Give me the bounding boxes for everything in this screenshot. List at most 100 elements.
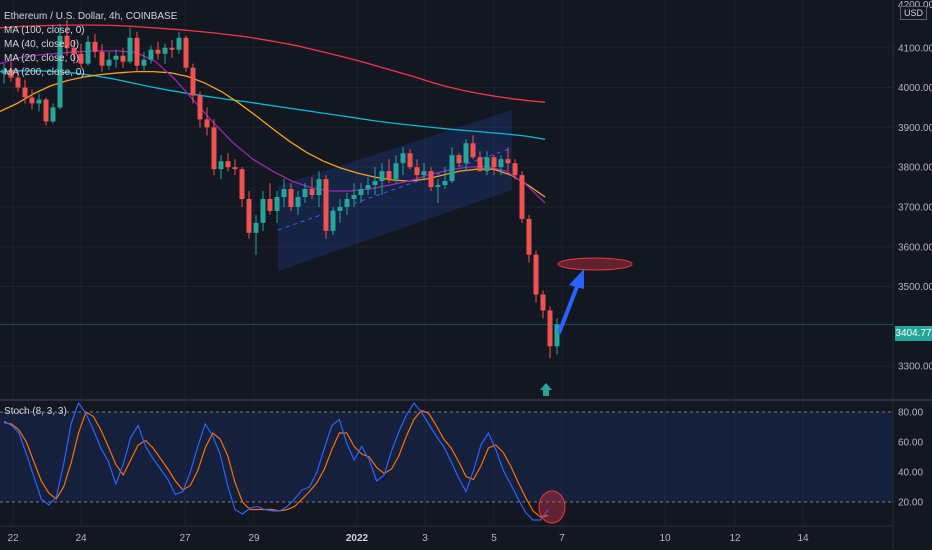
price-tick-label: 3800.00 bbox=[898, 163, 932, 174]
legend-ma-40[interactable]: MA (40, close, 0) bbox=[4, 39, 80, 50]
candle-body bbox=[141, 59, 147, 66]
candle-body bbox=[183, 37, 189, 68]
time-tick-label: 5 bbox=[491, 533, 497, 544]
candle-body bbox=[225, 161, 231, 168]
candle-body bbox=[106, 59, 112, 66]
candle-body bbox=[246, 199, 252, 233]
candle-body bbox=[92, 41, 98, 52]
price-channel bbox=[278, 110, 512, 271]
legend-ma-20[interactable]: MA (20, close, 0) bbox=[4, 53, 80, 64]
candle-body bbox=[197, 95, 203, 120]
price-tick-label: 3500.00 bbox=[898, 282, 932, 293]
price-tick-label: 4100.00 bbox=[898, 43, 932, 54]
stoch-tick-label: 80.00 bbox=[898, 408, 923, 419]
candle-body bbox=[260, 199, 266, 223]
price-tick-label: 4000.00 bbox=[898, 83, 932, 94]
time-tick-label: 27 bbox=[179, 533, 191, 544]
candle-body bbox=[281, 189, 287, 198]
time-tick-label: 14 bbox=[797, 533, 809, 544]
candle-body bbox=[407, 153, 413, 168]
candle-body bbox=[393, 163, 399, 180]
candle-body bbox=[71, 47, 77, 54]
candle-body bbox=[78, 53, 84, 64]
candle-body bbox=[15, 77, 21, 88]
candle-body bbox=[274, 197, 280, 211]
candle-body bbox=[463, 143, 469, 164]
candle-body bbox=[358, 189, 364, 196]
ma-line bbox=[0, 24, 546, 103]
candle-body bbox=[351, 195, 357, 199]
candle-body bbox=[211, 127, 217, 170]
chart-legend: Ethereum / U.S. Dollar, 4h, COINBASE MA … bbox=[4, 10, 177, 80]
candle-body bbox=[456, 155, 462, 164]
candle-body bbox=[442, 181, 448, 186]
candle-body bbox=[190, 67, 196, 96]
candle-body bbox=[547, 310, 553, 347]
candle-body bbox=[99, 51, 105, 66]
candle-body bbox=[540, 294, 546, 311]
price-tick-label: 3600.00 bbox=[898, 242, 932, 253]
candle-body bbox=[232, 167, 238, 170]
stoch-legend[interactable]: Stoch (8, 3, 3) bbox=[4, 406, 67, 417]
target-arrow-shaft bbox=[557, 283, 580, 334]
legend-ma-100[interactable]: MA (100, close, 0) bbox=[4, 25, 85, 36]
stoch-tick-label: 20.00 bbox=[898, 498, 923, 509]
candle-body bbox=[50, 107, 56, 122]
candle-body bbox=[386, 171, 392, 180]
candle-body bbox=[435, 185, 441, 188]
stoch-d-line bbox=[3, 409, 549, 518]
candle-body bbox=[64, 35, 70, 48]
time-tick-label: 2022 bbox=[346, 533, 369, 544]
candle-body bbox=[512, 163, 518, 176]
time-tick-label: 3 bbox=[422, 533, 428, 544]
candle-body bbox=[134, 37, 140, 66]
time-tick-label: 24 bbox=[75, 533, 87, 544]
candle-body bbox=[330, 210, 336, 231]
channel-midline bbox=[277, 147, 513, 231]
candle-body bbox=[428, 171, 434, 188]
price-tick-label: 3900.00 bbox=[898, 123, 932, 134]
candle-body bbox=[505, 159, 511, 164]
candle-body bbox=[316, 179, 322, 196]
candle-body bbox=[302, 189, 308, 198]
candle-body bbox=[1, 69, 7, 74]
candle-body bbox=[533, 254, 539, 295]
candle-body bbox=[309, 189, 315, 196]
candle-body bbox=[449, 155, 455, 182]
candle-body bbox=[8, 69, 14, 78]
time-tick-label: 22 bbox=[7, 533, 19, 544]
candle-body bbox=[484, 157, 490, 172]
candle-body bbox=[365, 185, 371, 190]
candle-body bbox=[344, 199, 350, 207]
candle-body bbox=[155, 49, 161, 54]
candle-body bbox=[323, 179, 329, 231]
candle-body bbox=[218, 161, 224, 170]
candle-body bbox=[491, 157, 497, 168]
currency-badge[interactable]: USD bbox=[900, 6, 928, 20]
time-tick-label: 12 bbox=[729, 533, 741, 544]
stoch-tick-label: 40.00 bbox=[898, 468, 923, 479]
candle-body bbox=[519, 175, 525, 219]
candle-body bbox=[288, 189, 294, 207]
candle-body bbox=[239, 169, 245, 199]
buy-signal-arrow bbox=[540, 383, 552, 390]
time-tick-label: 29 bbox=[248, 533, 260, 544]
stoch-k-line bbox=[3, 401, 549, 521]
chart-title: Ethereum / U.S. Dollar, 4h, COINBASE bbox=[4, 11, 178, 22]
candle-body bbox=[267, 199, 273, 211]
candle-body bbox=[554, 324, 560, 347]
candle-body bbox=[379, 171, 385, 182]
stoch-band bbox=[0, 412, 893, 502]
stoch-tick-label: 60.00 bbox=[898, 438, 923, 449]
candle-body bbox=[36, 99, 42, 104]
candle-body bbox=[57, 35, 63, 108]
target-ellipse bbox=[557, 257, 633, 271]
legend-ma-200[interactable]: MA (200, close, 0) bbox=[4, 67, 85, 78]
candle-body bbox=[162, 47, 168, 54]
candle-body bbox=[113, 55, 119, 60]
candle-body bbox=[470, 143, 476, 158]
oversold-circle bbox=[538, 490, 566, 524]
last-price-badge: 3404.77 bbox=[895, 326, 932, 341]
candle-body bbox=[176, 37, 182, 50]
